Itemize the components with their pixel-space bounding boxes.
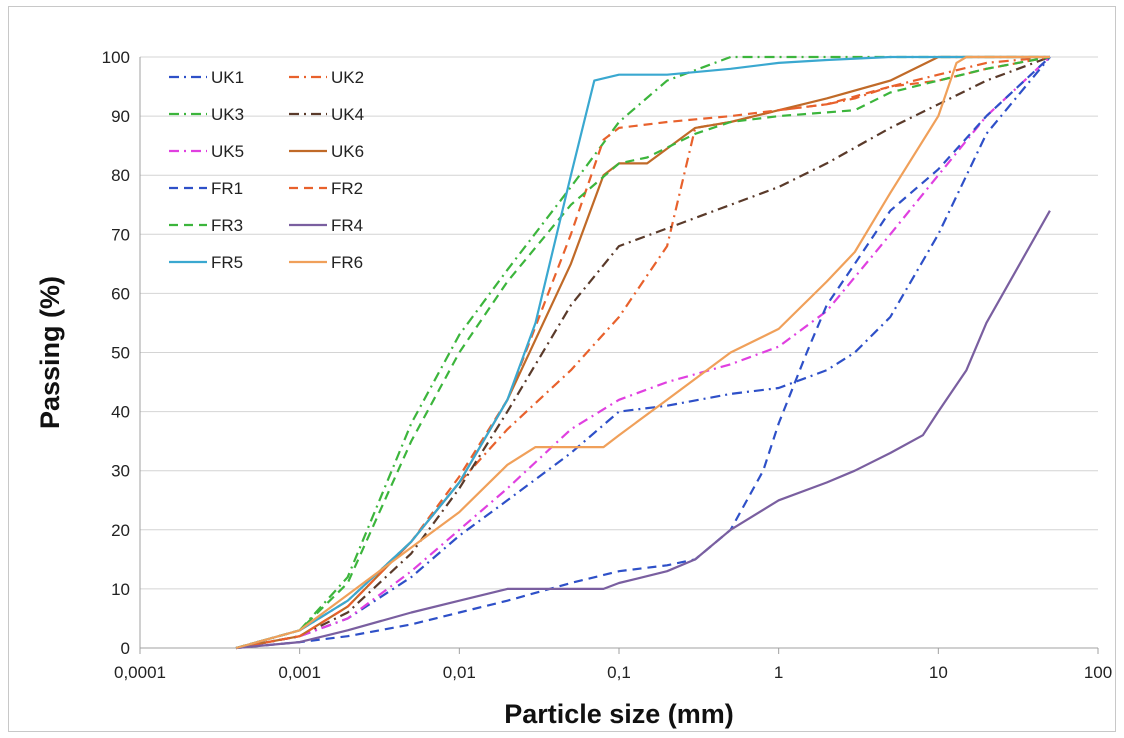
y-tick-label: 80 [111,166,130,185]
x-axis-title: Particle size (mm) [504,699,734,729]
legend-label-fr4: FR4 [331,216,363,235]
x-tick-label: 10 [929,663,948,682]
legend: UK1 UK2 UK3 UK4 UK5 UK6 FR1 FR2 FR3 FR4 FR5 FR6 [169,68,364,272]
y-tick-label: 70 [111,225,130,244]
legend-label-uk1: UK1 [211,68,244,87]
series-line-fr6 [235,55,1050,650]
chart-frame: 0 10 20 30 40 50 60 70 80 90 100 0,0001 0,001 0,01 0,1… [8,6,1116,732]
series-line-uk5 [235,56,1051,650]
x-tick-label: 100 [1084,663,1112,682]
y-tick-label: 40 [111,403,130,422]
x-tick-label: 0,0001 [114,663,166,682]
y-tick-label: 0 [121,639,130,658]
legend-label-fr6: FR6 [331,253,363,272]
series-line-uk1 [235,56,1051,650]
y-tick-label: 90 [111,107,130,126]
series-group [235,55,1051,650]
y-tick-label: 60 [111,284,130,303]
legend-label-uk3: UK3 [211,105,244,124]
x-tick-label: 1 [774,663,783,682]
x-tick-label: 0,1 [607,663,631,682]
legend-label-fr2: FR2 [331,179,363,198]
y-tick-label: 50 [111,344,130,363]
series-line-uk3 [235,55,1050,650]
gridlines [140,56,1098,649]
legend-label-fr1: FR1 [211,179,243,198]
legend-label-uk4: UK4 [331,105,364,124]
y-tick-label: 30 [111,462,130,481]
y-tick-label: 20 [111,521,130,540]
series-line-fr3 [235,55,1051,650]
y-tick-label: 10 [111,580,130,599]
legend-label-fr3: FR3 [211,216,243,235]
series-line-fr1 [235,56,1051,650]
x-tick-label: 0,01 [443,663,476,682]
axes: 0 10 20 30 40 50 60 70 80 90 100 0,0001 0,001 0,01 0,1… [102,48,1113,682]
y-axis-title: Passing (%) [35,276,65,429]
series-line-uk4 [235,55,1051,650]
legend-label-uk6: UK6 [331,142,364,161]
line-chart: 0 10 20 30 40 50 60 70 80 90 100 0,0001 0,001 0,01 0,1… [35,48,1113,729]
y-tick-label: 100 [102,48,130,67]
series-line-fr4 [235,210,1051,650]
legend-label-uk2: UK2 [331,68,364,87]
legend-label-uk5: UK5 [211,142,244,161]
legend-label-fr5: FR5 [211,253,243,272]
x-tick-label: 0,001 [278,663,321,682]
